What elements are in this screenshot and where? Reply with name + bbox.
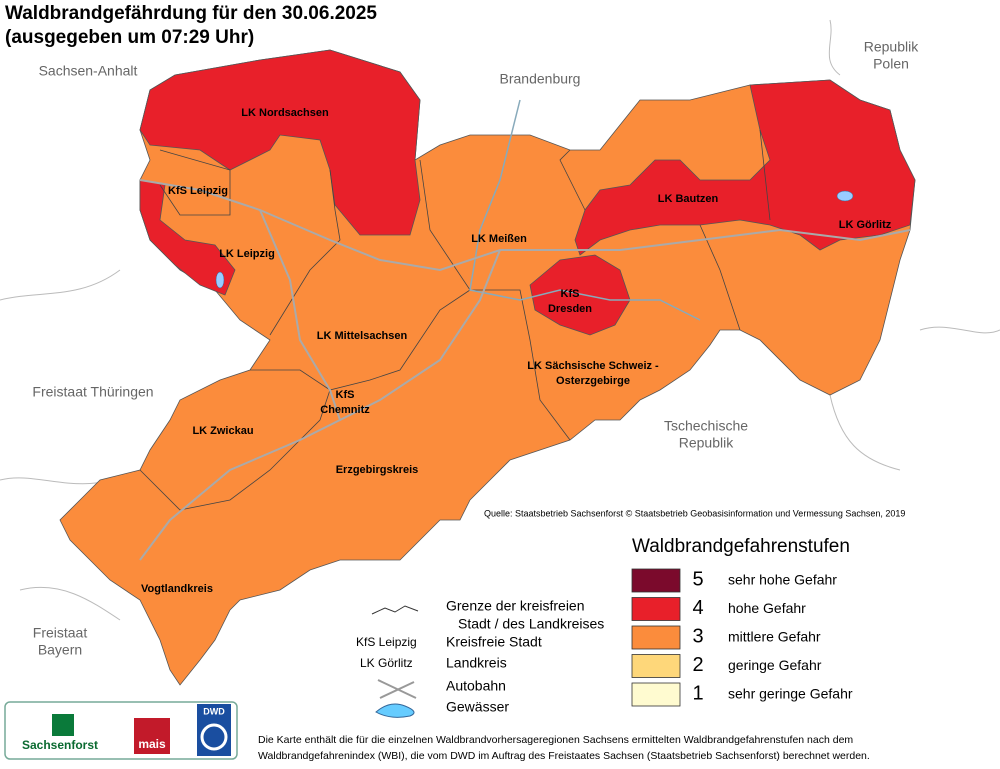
legend: 5 sehr hohe Gefahr 4 hohe Gefahr 3 mittlere G… — [631, 568, 853, 707]
neighbor-label: Republik — [679, 435, 734, 451]
district-borders — [139, 129, 771, 511]
legend-level: 2 — [692, 654, 703, 676]
rivers-motorways — [139, 99, 911, 561]
district-label: Chemnitz — [320, 404, 370, 416]
district-label: KfS — [561, 288, 580, 300]
key-text: Kreisfreie Stadt — [446, 634, 542, 650]
legend-label: mittlere Gefahr — [728, 629, 821, 645]
footnote: Die Karte enthält die für die einzelnen … — [258, 734, 853, 746]
legend-swatch — [631, 682, 681, 707]
district-label: LK Zwickau — [192, 425, 253, 437]
key-text: Landkreis — [446, 655, 507, 671]
key-example: LK Görlitz — [360, 656, 413, 670]
border-symbol — [371, 605, 419, 615]
subtitle: (ausgegeben um 07:29 Uhr) — [5, 27, 254, 48]
district-label: LK Sächsische Schweiz - — [527, 360, 659, 372]
legend-label: hohe Gefahr — [728, 600, 806, 616]
legend-level: 4 — [692, 597, 703, 619]
neighbor-label: Brandenburg — [500, 71, 581, 87]
key-text: Gewässer — [446, 699, 509, 715]
neighbor-label: Polen — [873, 56, 909, 72]
district-label: LK Bautzen — [658, 193, 719, 205]
district-label: Vogtlandkreis — [141, 583, 213, 595]
legend-swatch — [631, 597, 681, 621]
district-label: Dresden — [548, 303, 592, 315]
legend-level: 5 — [692, 568, 703, 590]
neighbor-label: Sachsen-Anhalt — [39, 63, 138, 79]
district-label: KfS — [336, 389, 355, 401]
source: Quelle: Staatsbetrieb Sachsenforst © Sta… — [484, 508, 905, 518]
district-label: LK Nordsachsen — [241, 107, 329, 119]
neighbor-label: Freistaat Thüringen — [32, 384, 153, 400]
logos: Sachsenforst mais DWD — [4, 701, 238, 760]
legend-swatch — [631, 654, 681, 678]
neighbor-label: Tschechische — [664, 418, 748, 434]
district-label: KfS Leipzig — [168, 185, 228, 197]
legend-label: sehr geringe Gefahr — [728, 686, 853, 702]
map-key: Grenze der kreisfreien Stadt / des Landk… — [356, 598, 604, 718]
key-text: Autobahn — [446, 678, 506, 694]
logo-text: Sachsenforst — [22, 738, 98, 752]
key-example: KfS Leipzig — [356, 635, 417, 649]
neighbor-label: Republik — [864, 39, 919, 55]
title: Waldbrandgefährdung für den 30.06.2025 — [5, 3, 377, 24]
legend-label: geringe Gefahr — [728, 657, 822, 673]
motorway-symbol — [377, 679, 417, 699]
region-level-4 — [529, 254, 631, 336]
legend-title: Waldbrandgefahrenstufen — [632, 536, 850, 557]
neighbor-label: Freistaat — [33, 625, 88, 641]
legend-level: 1 — [692, 682, 703, 704]
legend-swatch — [631, 568, 681, 593]
legend-label: sehr hohe Gefahr — [728, 572, 837, 588]
footnote: Waldbrandgefahrenindex (WBI), die vom DW… — [258, 750, 870, 762]
key-text: Stadt / des Landkreises — [458, 616, 604, 632]
region-level-4 — [139, 49, 421, 236]
neighbor-label: Bayern — [38, 642, 82, 658]
district-label: LK Mittelsachsen — [317, 330, 408, 342]
district-label: LK Meißen — [471, 233, 527, 245]
legend-swatch — [631, 625, 681, 650]
district-label: LK Leipzig — [219, 248, 275, 260]
district-label: Osterzgebirge — [556, 375, 630, 387]
key-text: Grenze der kreisfreien — [446, 598, 585, 614]
neighbor-borders — [0, 19, 1000, 621]
legend-level: 3 — [692, 625, 703, 647]
logo-text: mais — [138, 737, 166, 751]
region-level-4 — [574, 79, 916, 256]
region-level-4 — [139, 179, 236, 296]
logo-text: DWD — [203, 706, 225, 716]
water-symbol — [375, 703, 415, 718]
district-label: LK Görlitz — [839, 219, 892, 231]
district-label: Erzgebirgskreis — [336, 464, 419, 476]
